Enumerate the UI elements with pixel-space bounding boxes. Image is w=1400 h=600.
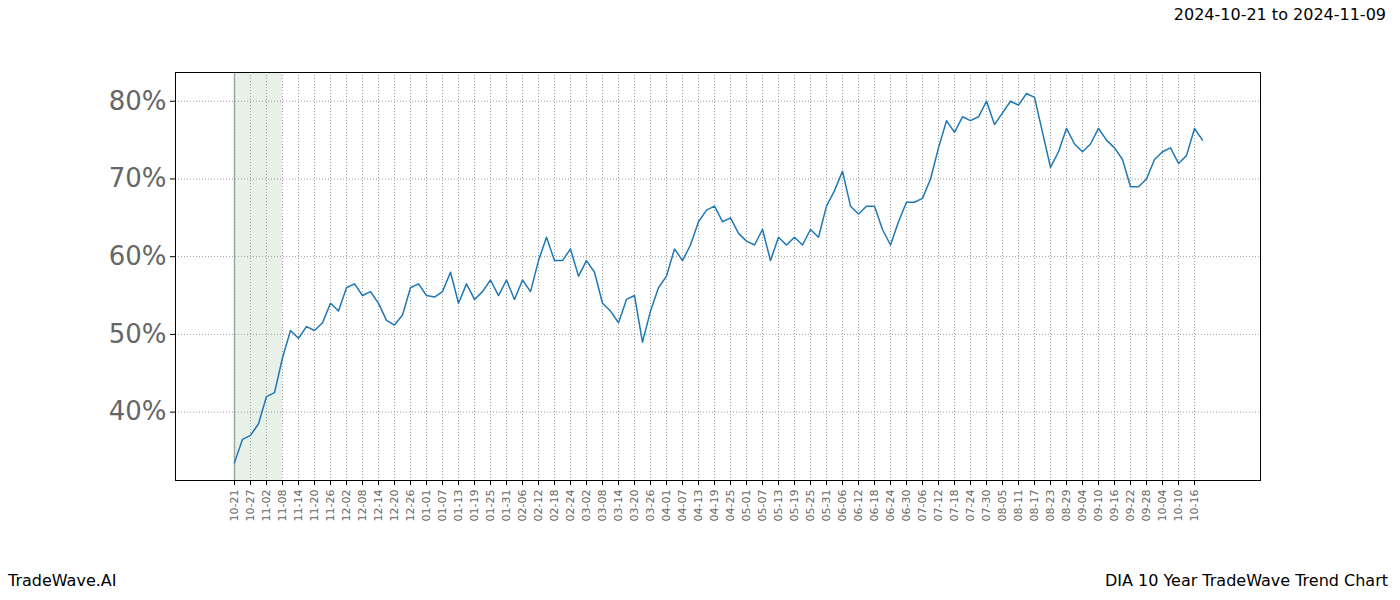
svg-text:40%: 40% [109,396,167,426]
svg-text:11-20: 11-20 [308,490,321,522]
svg-text:04-07: 04-07 [676,490,689,522]
svg-text:05-07: 05-07 [756,490,769,522]
svg-text:80%: 80% [109,86,167,116]
svg-text:06-30: 06-30 [900,490,913,522]
svg-text:09-16: 09-16 [1108,490,1121,522]
html-text:TradeWave.AI: TradeWave.AI [8,570,117,590]
svg-text:10-10: 10-10 [1172,490,1185,522]
svg-text:07-12: 07-12 [932,490,945,522]
svg-text:04-19: 04-19 [708,490,721,522]
svg-text:05-19: 05-19 [788,490,801,522]
svg-text:05-25: 05-25 [804,490,817,522]
svg-text:12-02: 12-02 [340,490,353,522]
svg-text:12-14: 12-14 [372,490,385,522]
svg-text:04-25: 04-25 [724,490,737,522]
html-text:DIA 10 Year TradeWave Trend Ch: DIA 10 Year TradeWave Trend Chart [1104,570,1388,590]
svg-text:03-02: 03-02 [580,490,593,522]
svg-text:10-04: 10-04 [1156,490,1169,522]
svg-text:09-10: 09-10 [1092,490,1105,522]
svg-text:02-18: 02-18 [548,490,561,522]
svg-text:08-05: 08-05 [996,490,1009,522]
svg-text:04-01: 04-01 [660,490,673,522]
svg-text:11-14: 11-14 [292,490,305,522]
svg-text:06-06: 06-06 [836,490,849,522]
svg-text:03-26: 03-26 [644,490,657,522]
svg-text:09-04: 09-04 [1076,490,1089,522]
svg-text:06-18: 06-18 [868,490,881,522]
svg-text:08-17: 08-17 [1028,490,1041,522]
svg-text:10-21: 10-21 [228,490,241,522]
svg-text:11-02: 11-02 [260,490,273,522]
svg-text:60%: 60% [109,241,167,271]
svg-text:07-06: 07-06 [916,490,929,522]
svg-text:01-01: 01-01 [420,490,433,522]
svg-text:07-30: 07-30 [980,490,993,522]
svg-text:01-19: 01-19 [468,490,481,522]
svg-text:02-24: 02-24 [564,490,577,522]
svg-text:03-14: 03-14 [612,490,625,522]
html-text:2024-10-21 to 2024-11-09: 2024-10-21 to 2024-11-09 [1173,5,1386,24]
svg-text:10-16: 10-16 [1188,490,1201,522]
svg-text:05-13: 05-13 [772,490,785,522]
svg-text:50%: 50% [109,319,167,349]
svg-text:01-07: 01-07 [436,490,449,522]
svg-text:07-18: 07-18 [948,490,961,522]
svg-text:06-12: 06-12 [852,490,865,522]
svg-text:08-23: 08-23 [1044,490,1057,522]
svg-text:01-31: 01-31 [500,490,513,522]
svg-text:03-20: 03-20 [628,490,641,522]
svg-text:03-08: 03-08 [596,490,609,522]
svg-text:05-01: 05-01 [740,490,753,522]
svg-text:11-26: 11-26 [324,490,337,522]
svg-text:01-13: 01-13 [452,490,465,522]
svg-text:02-06: 02-06 [516,490,529,522]
svg-text:12-20: 12-20 [388,490,401,522]
svg-text:02-12: 02-12 [532,490,545,522]
svg-text:12-26: 12-26 [404,490,417,522]
svg-text:04-13: 04-13 [692,490,705,522]
svg-text:10-27: 10-27 [244,490,257,522]
svg-text:01-25: 01-25 [484,490,497,522]
svg-text:12-08: 12-08 [356,490,369,522]
svg-text:08-29: 08-29 [1060,490,1073,522]
svg-text:70%: 70% [109,163,167,193]
svg-text:09-28: 09-28 [1140,490,1153,522]
svg-text:09-22: 09-22 [1124,490,1137,522]
svg-text:05-31: 05-31 [820,490,833,522]
svg-text:11-08: 11-08 [276,490,289,522]
svg-text:08-11: 08-11 [1012,490,1025,522]
svg-text:07-24: 07-24 [964,490,977,522]
svg-text:06-24: 06-24 [884,490,897,522]
